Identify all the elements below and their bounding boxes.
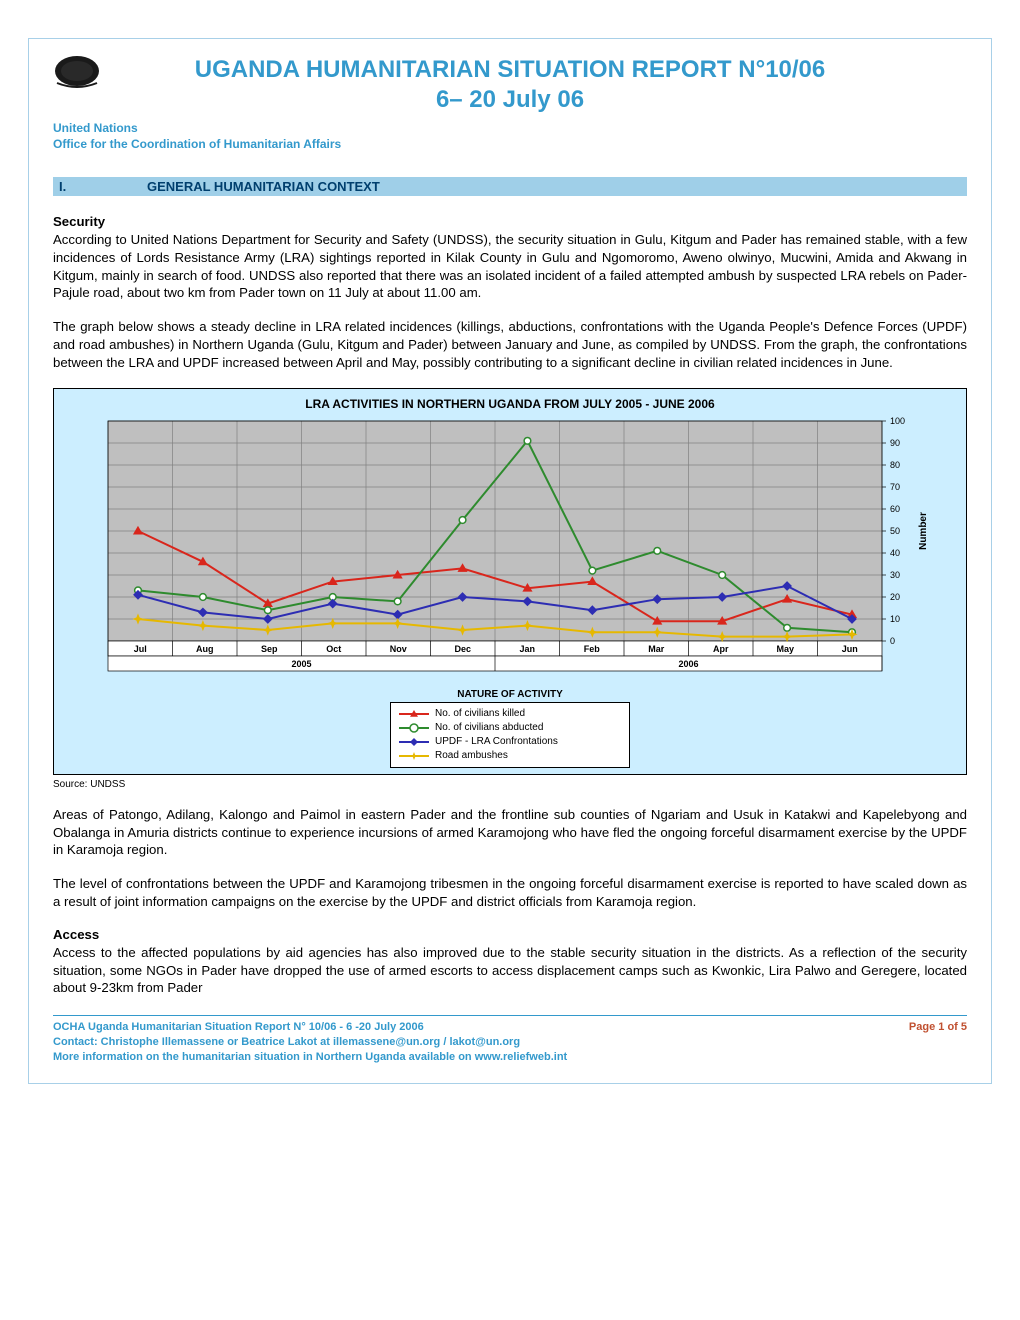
svg-text:80: 80 xyxy=(890,460,900,470)
org-name-2: Office for the Coordination of Humanitar… xyxy=(53,137,341,151)
access-heading: Access xyxy=(53,927,967,942)
chart-title: LRA ACTIVITIES IN NORTHERN UGANDA FROM J… xyxy=(64,397,956,411)
section-title: GENERAL HUMANITARIAN CONTEXT xyxy=(147,179,380,194)
security-heading: Security xyxy=(53,214,967,229)
legend: No. of civilians killedNo. of civilians … xyxy=(390,702,630,768)
org-name-1: United Nations xyxy=(53,121,138,135)
svg-text:20: 20 xyxy=(890,592,900,602)
legend-title: NATURE OF ACTIVITY xyxy=(64,689,956,700)
svg-text:2006: 2006 xyxy=(678,659,698,669)
svg-text:Apr: Apr xyxy=(713,644,729,654)
chart-container: LRA ACTIVITIES IN NORTHERN UGANDA FROM J… xyxy=(53,388,967,775)
legend-item: No. of civilians killed xyxy=(399,707,621,721)
line-chart: 0 10 20 30 40 50 60 70 80 90 100 Number Jul Aug Sep Oct… xyxy=(64,415,956,685)
svg-text:60: 60 xyxy=(890,504,900,514)
page-frame: UGANDA HUMANITARIAN SITUATION REPORT N°1… xyxy=(28,38,992,1084)
svg-text:10: 10 xyxy=(890,614,900,624)
chart-source: Source: UNDSS xyxy=(53,779,967,790)
svg-text:Number: Number xyxy=(918,512,929,550)
access-para: Access to the affected populations by ai… xyxy=(53,944,967,997)
svg-text:30: 30 xyxy=(890,570,900,580)
section-number: I. xyxy=(59,179,147,194)
svg-text:70: 70 xyxy=(890,482,900,492)
un-logo xyxy=(47,53,107,93)
section-header: I. GENERAL HUMANITARIAN CONTEXT xyxy=(53,177,967,196)
svg-text:Feb: Feb xyxy=(584,644,601,654)
footer-line3: More information on the humanitarian sit… xyxy=(53,1051,567,1063)
svg-text:Dec: Dec xyxy=(454,644,471,654)
svg-text:Mar: Mar xyxy=(648,644,665,654)
header: UGANDA HUMANITARIAN SITUATION REPORT N°1… xyxy=(53,55,967,155)
svg-text:Sep: Sep xyxy=(261,644,278,654)
svg-text:50: 50 xyxy=(890,526,900,536)
footer-line2: Contact: Christophe Illemassene or Beatr… xyxy=(53,1036,520,1048)
svg-text:Nov: Nov xyxy=(390,644,407,654)
svg-text:Oct: Oct xyxy=(326,644,341,654)
security-para-2: The graph below shows a steady decline i… xyxy=(53,318,967,371)
svg-text:Jul: Jul xyxy=(134,644,147,654)
page-number: Page 1 of 5 xyxy=(909,1020,967,1035)
svg-text:Jan: Jan xyxy=(519,644,535,654)
svg-text:Jun: Jun xyxy=(842,644,858,654)
footer-line1: OCHA Uganda Humanitarian Situation Repor… xyxy=(53,1021,424,1033)
svg-text:May: May xyxy=(776,644,794,654)
svg-text:2005: 2005 xyxy=(291,659,311,669)
svg-text:0: 0 xyxy=(890,636,895,646)
legend-item: UPDF - LRA Confrontations xyxy=(399,735,621,749)
legend-item: No. of civilians abducted xyxy=(399,721,621,735)
svg-text:Aug: Aug xyxy=(196,644,214,654)
legend-item: Road ambushes xyxy=(399,749,621,763)
page-footer: Page 1 of 5 OCHA Uganda Humanitarian Sit… xyxy=(53,1015,967,1065)
report-title: UGANDA HUMANITARIAN SITUATION REPORT N°1… xyxy=(53,55,967,115)
areas-para: Areas of Patongo, Adilang, Kalongo and P… xyxy=(53,806,967,859)
svg-text:40: 40 xyxy=(890,548,900,558)
svg-text:100: 100 xyxy=(890,416,905,426)
security-para-1: According to United Nations Department f… xyxy=(53,231,967,302)
confrontation-para: The level of confrontations between the … xyxy=(53,875,967,911)
svg-text:90: 90 xyxy=(890,438,900,448)
